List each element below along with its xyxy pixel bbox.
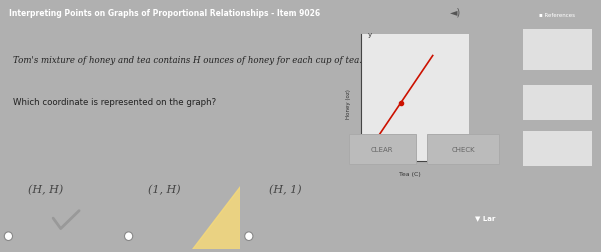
- Text: Tea (C): Tea (C): [399, 172, 421, 177]
- Text: (H, H): (H, H): [28, 184, 64, 194]
- Bar: [523, 30, 593, 71]
- Bar: [523, 131, 593, 166]
- Text: ▪ References: ▪ References: [540, 13, 575, 18]
- Polygon shape: [192, 186, 240, 249]
- Text: Which coordinate is represented on the graph?: Which coordinate is represented on the g…: [13, 97, 216, 106]
- Bar: [523, 86, 593, 121]
- Text: Interpreting Points on Graphs of Proportional Relationships - Item 9026: Interpreting Points on Graphs of Proport…: [9, 9, 320, 18]
- Text: Honey (oz): Honey (oz): [346, 89, 352, 118]
- Text: y: y: [368, 32, 371, 38]
- Circle shape: [124, 232, 133, 241]
- Circle shape: [245, 232, 253, 241]
- Text: Tom's mixture of honey and tea contains H ounces of honey for each cup of tea.: Tom's mixture of honey and tea contains …: [13, 56, 362, 65]
- Bar: [427, 135, 499, 164]
- Bar: [349, 135, 416, 164]
- Text: x: x: [467, 145, 471, 151]
- Text: (H, 1): (H, 1): [269, 184, 301, 194]
- Text: CLEAR: CLEAR: [371, 146, 394, 152]
- Circle shape: [4, 232, 13, 241]
- Text: (1, H): (1, H): [148, 184, 181, 194]
- Text: ◄): ◄): [450, 8, 461, 18]
- Text: ▼ Lar: ▼ Lar: [475, 215, 495, 221]
- Text: CHECK: CHECK: [452, 146, 475, 152]
